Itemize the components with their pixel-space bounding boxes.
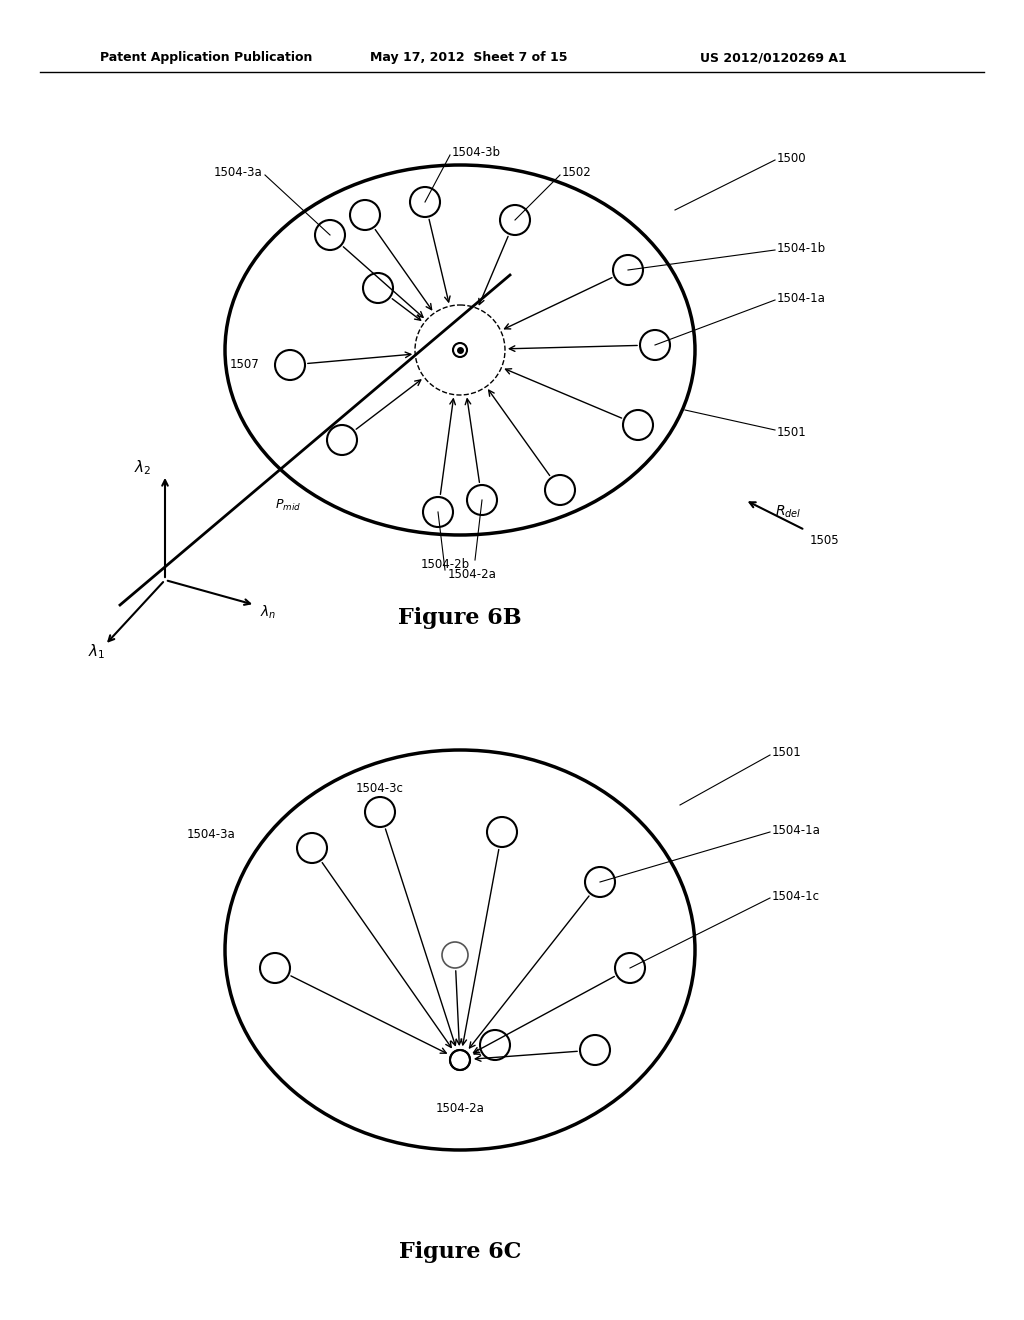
- Text: 1500: 1500: [777, 152, 807, 165]
- Text: 1504-1b: 1504-1b: [777, 242, 826, 255]
- Text: $P_{mid}$: $P_{mid}$: [275, 498, 301, 512]
- Text: 1504-3a: 1504-3a: [186, 829, 234, 842]
- Text: 1504-3b: 1504-3b: [452, 147, 501, 160]
- Text: 1504-2a: 1504-2a: [449, 569, 497, 582]
- Text: 1504-3c: 1504-3c: [356, 781, 403, 795]
- Text: US 2012/0120269 A1: US 2012/0120269 A1: [700, 51, 847, 65]
- Text: 1501: 1501: [777, 425, 807, 438]
- Text: 1504-3a: 1504-3a: [213, 166, 262, 180]
- Text: 1501: 1501: [772, 747, 802, 759]
- Text: 1504-2a: 1504-2a: [435, 1102, 484, 1115]
- Text: $R_{del}$: $R_{del}$: [775, 504, 802, 520]
- Text: Figure 6B: Figure 6B: [398, 607, 522, 630]
- Text: 1507: 1507: [230, 359, 260, 371]
- Text: Patent Application Publication: Patent Application Publication: [100, 51, 312, 65]
- Text: 1504-1a: 1504-1a: [772, 824, 821, 837]
- Text: $\lambda_n$: $\lambda_n$: [260, 603, 276, 620]
- Text: 1504-2b: 1504-2b: [421, 558, 470, 572]
- Text: 1502: 1502: [562, 166, 592, 180]
- Text: 1504-1c: 1504-1c: [772, 890, 820, 903]
- Text: May 17, 2012  Sheet 7 of 15: May 17, 2012 Sheet 7 of 15: [370, 51, 567, 65]
- Text: 1504-1a: 1504-1a: [777, 292, 826, 305]
- Text: 1505: 1505: [810, 533, 840, 546]
- Text: Figure 6C: Figure 6C: [398, 1241, 521, 1263]
- Text: $\lambda_1$: $\lambda_1$: [88, 643, 105, 661]
- Text: $\lambda_2$: $\lambda_2$: [134, 458, 152, 478]
